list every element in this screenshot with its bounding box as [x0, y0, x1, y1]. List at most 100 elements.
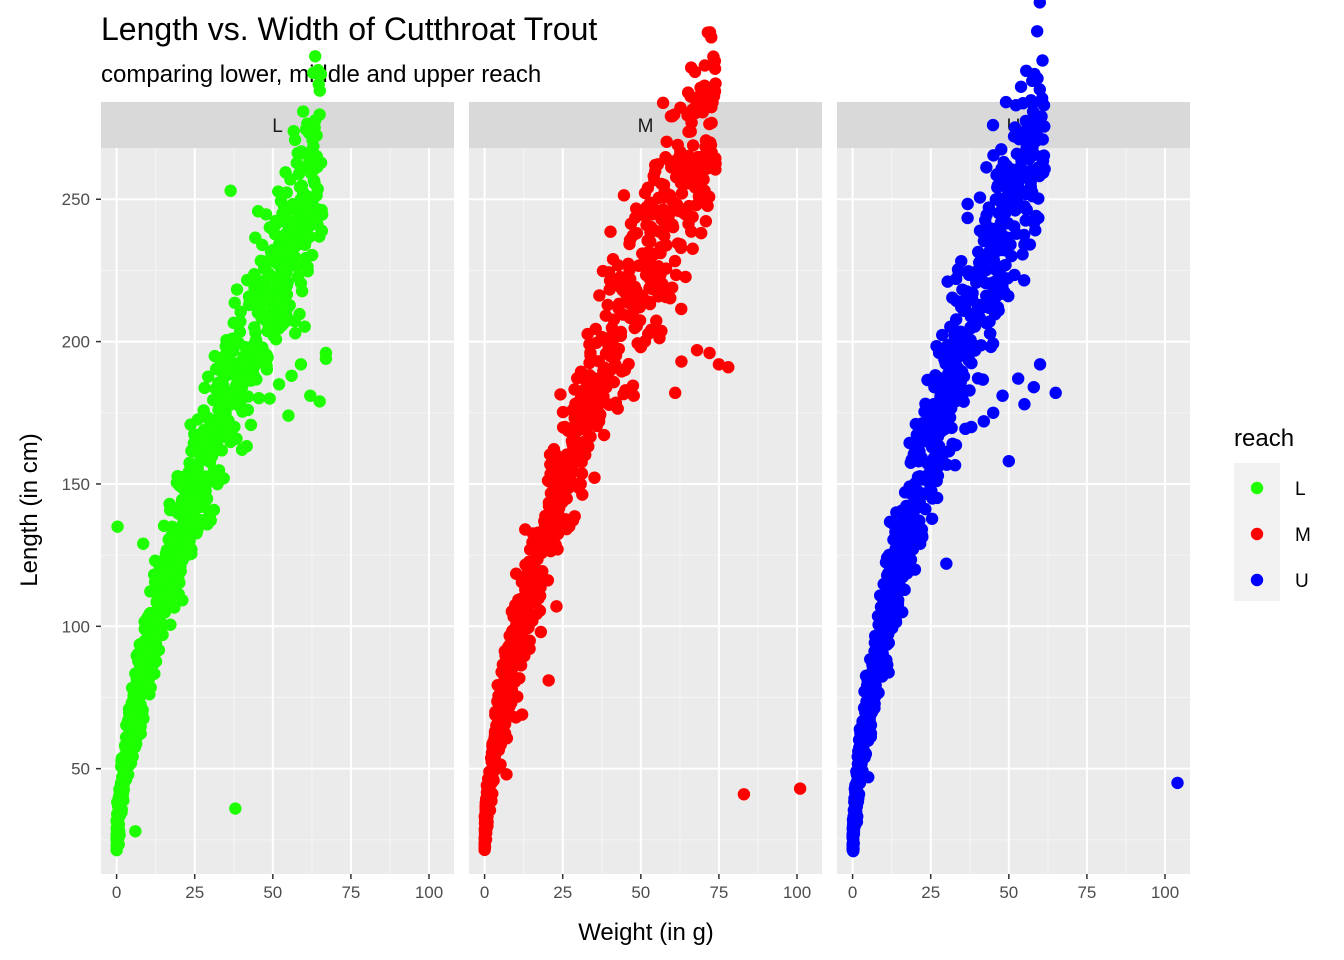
data-point	[690, 343, 704, 357]
data-point	[272, 378, 286, 391]
data-point	[612, 297, 626, 311]
data-point	[890, 506, 903, 519]
data-point	[977, 300, 991, 314]
data-point	[292, 209, 305, 222]
data-point	[969, 266, 982, 279]
data-point	[291, 146, 304, 160]
data-point	[907, 453, 920, 466]
data-point	[252, 391, 266, 405]
data-point	[983, 315, 996, 328]
data-point	[299, 228, 312, 241]
data-point	[568, 383, 581, 396]
data-point	[130, 689, 143, 702]
data-point	[604, 338, 617, 352]
data-point	[965, 420, 978, 434]
data-point	[654, 241, 667, 254]
data-point	[656, 205, 669, 219]
data-point	[271, 280, 284, 293]
data-point	[1020, 122, 1034, 135]
data-point	[290, 156, 304, 170]
data-point	[927, 461, 940, 475]
data-point	[658, 191, 671, 204]
data-point	[644, 323, 658, 337]
data-point	[209, 382, 222, 396]
data-point	[308, 190, 321, 204]
data-point	[228, 296, 241, 309]
data-point	[1018, 200, 1031, 213]
data-point	[852, 746, 866, 759]
data-point	[274, 213, 288, 227]
data-point	[996, 287, 1009, 300]
facet-panel-U: U0255075100	[837, 0, 1190, 902]
data-point	[942, 445, 956, 458]
data-point	[849, 816, 863, 830]
data-point	[283, 202, 296, 215]
data-point	[698, 59, 712, 72]
data-point	[607, 375, 621, 389]
data-point	[633, 300, 646, 314]
data-point	[851, 774, 865, 787]
data-point	[1038, 162, 1051, 176]
data-point	[980, 161, 993, 174]
data-point	[679, 270, 692, 284]
data-point	[260, 284, 274, 298]
facet-strip-label: L	[272, 116, 283, 137]
data-point	[267, 305, 280, 319]
data-point	[554, 388, 567, 401]
data-point	[879, 556, 893, 569]
data-point	[258, 346, 271, 360]
data-point	[601, 298, 614, 312]
data-point	[281, 276, 294, 289]
data-point	[1038, 120, 1051, 133]
data-point	[986, 406, 1000, 419]
data-point	[583, 356, 596, 370]
data-point	[309, 114, 322, 127]
data-point	[542, 674, 555, 687]
data-point	[1035, 92, 1049, 105]
data-point	[260, 363, 274, 376]
data-point	[921, 373, 934, 387]
data-point	[898, 515, 911, 528]
data-point	[182, 517, 196, 530]
data-point	[846, 842, 859, 856]
data-point	[618, 363, 632, 377]
data-point	[242, 298, 256, 312]
data-point	[1010, 147, 1024, 161]
data-point	[593, 289, 606, 302]
data-point	[117, 781, 130, 794]
x-tick-label: 100	[1151, 883, 1179, 902]
data-point	[209, 440, 222, 454]
data-point	[645, 247, 658, 260]
data-point	[672, 153, 685, 166]
data-point	[241, 403, 255, 417]
legend: reach L M U	[1234, 425, 1311, 601]
data-point	[123, 751, 136, 764]
x-tick-label: 0	[480, 883, 489, 902]
data-point	[961, 211, 974, 225]
data-point	[652, 290, 665, 303]
data-point	[1049, 386, 1062, 400]
data-point	[698, 184, 711, 197]
data-point	[527, 554, 540, 568]
data-point	[712, 358, 726, 371]
data-point	[1027, 380, 1041, 394]
data-point	[617, 189, 631, 202]
data-point	[614, 274, 628, 287]
data-point	[1029, 108, 1042, 122]
data-point	[656, 96, 670, 110]
data-point	[862, 697, 875, 710]
data-point	[235, 443, 249, 456]
facet-strip	[469, 102, 822, 148]
data-point	[793, 782, 807, 795]
data-point	[858, 723, 871, 737]
data-point	[980, 229, 993, 242]
data-point	[977, 415, 991, 428]
facet-panels: L0255075100M0255075100U0255075100	[101, 0, 1190, 902]
data-point	[629, 211, 642, 224]
data-point	[709, 163, 722, 176]
data-point	[264, 245, 278, 258]
data-point	[221, 396, 234, 409]
data-point	[682, 125, 695, 138]
data-point	[577, 408, 590, 422]
data-point	[992, 304, 1005, 317]
